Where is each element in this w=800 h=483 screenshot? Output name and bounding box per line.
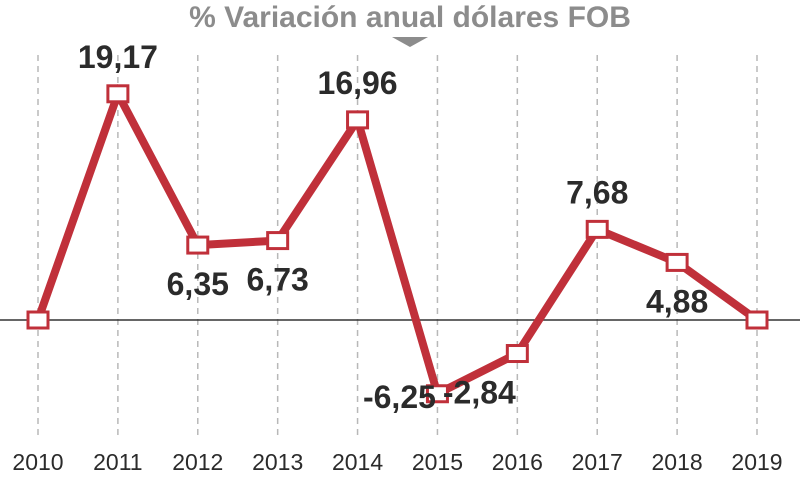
data-label-2018: 4,88 (646, 283, 708, 319)
data-point-2016 (505, 344, 529, 364)
data-point-2015 (425, 384, 449, 404)
data-point-2011 (106, 84, 130, 104)
title-pointer-icon (392, 37, 428, 47)
data-point-2010 (26, 310, 50, 330)
x-tick-2018: 2018 (652, 449, 703, 475)
data-label-2017: 7,68 (566, 174, 628, 210)
x-tick-2014: 2014 (332, 449, 383, 475)
data-label-2014: 16,96 (318, 65, 398, 101)
series-line (34, 83, 760, 400)
data-label-2013: 6,73 (247, 262, 309, 298)
x-tick-2012: 2012 (172, 449, 223, 475)
x-axis-ticks: 2010 2011 2012 2013 2014 2015 2016 2017 2018 2019 (12, 449, 782, 475)
x-tick-2016: 2016 (492, 449, 543, 475)
data-point-2014 (346, 110, 370, 130)
data-point-2017 (585, 219, 609, 239)
data-point-2012 (186, 235, 210, 255)
chart-title: % Variación anual dólares FOB (189, 1, 631, 34)
x-tick-2019: 2019 (731, 449, 782, 475)
x-tick-2015: 2015 (412, 449, 463, 475)
data-label-2016: -2,84 (443, 375, 516, 411)
data-point-2019 (745, 310, 769, 330)
data-point-2018 (665, 252, 689, 272)
data-label-2011: 19,17 (78, 39, 158, 75)
data-labels: 19,17 6,35 6,73 16,96 -6,25 -2,84 7,68 4,88 (78, 39, 708, 415)
x-tick-2010: 2010 (12, 449, 63, 475)
data-label-2015: -6,25 (363, 379, 436, 415)
x-tick-2011: 2011 (93, 449, 142, 475)
data-point-2013 (266, 231, 290, 251)
x-tick-2013: 2013 (252, 449, 303, 475)
markers (26, 84, 769, 404)
data-label-2012: 6,35 (167, 266, 229, 302)
x-tick-2017: 2017 (572, 449, 623, 475)
